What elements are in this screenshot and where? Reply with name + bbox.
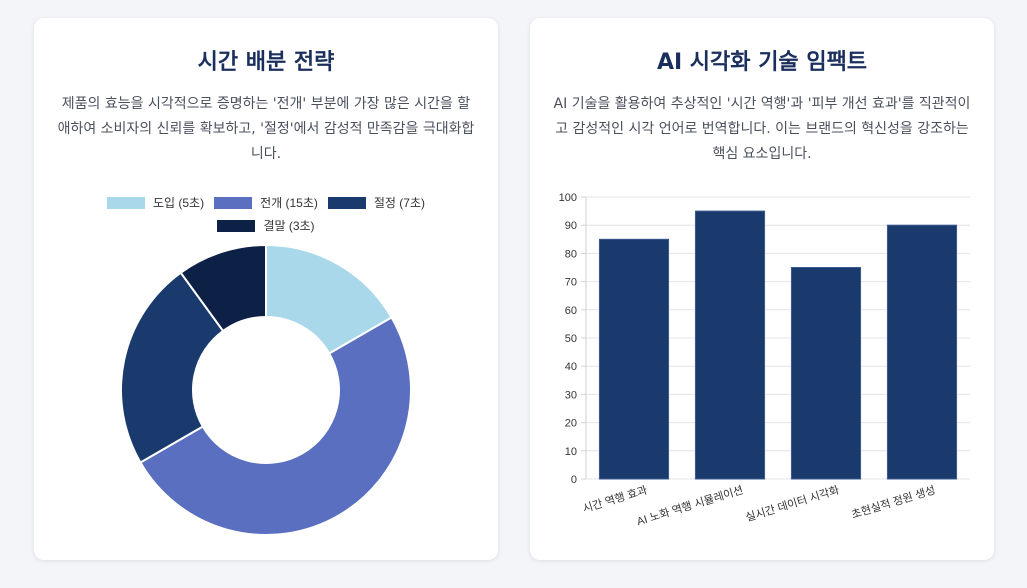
x-tick-label: 실시간 데이터 시각화 bbox=[744, 483, 841, 524]
time-allocation-card: 시간 배분 전략 제품의 효능을 시각적으로 증명하는 '전개' 부분에 가장 … bbox=[34, 18, 498, 560]
bar[interactable] bbox=[694, 210, 766, 480]
y-tick-label: 30 bbox=[565, 389, 577, 401]
time-allocation-description: 제품의 효능을 시각적으로 증명하는 '전개' 부분에 가장 많은 시간을 할애… bbox=[57, 96, 475, 162]
pie-legend: 도입 (5초) 전개 (15초) 절정 (7초) 결말 (3초) bbox=[54, 194, 478, 234]
y-tick-label: 50 bbox=[565, 333, 577, 345]
legend-swatch bbox=[327, 196, 366, 209]
donut-slice[interactable] bbox=[265, 243, 393, 355]
ai-impact-title: AI 시각화 기술 임팩트 bbox=[656, 50, 868, 75]
y-tick-label: 20 bbox=[565, 418, 577, 430]
legend-label: 도입 (5초) bbox=[152, 196, 205, 210]
legend-item[interactable]: 도입 (5초) bbox=[106, 194, 205, 211]
time-allocation-title: 시간 배분 전략 bbox=[197, 50, 335, 75]
ai-impact-description: AI 기술을 활용하여 추상적인 '시간 역행'과 '피부 개선 효과'를 직관… bbox=[553, 96, 971, 162]
legend-item[interactable]: 전개 (15초) bbox=[214, 194, 318, 211]
legend-swatch bbox=[106, 196, 145, 209]
x-tick-label: 시간 역행 효과 bbox=[581, 483, 649, 515]
legend-item[interactable]: 결말 (3초) bbox=[217, 217, 315, 234]
bar[interactable] bbox=[790, 267, 862, 480]
y-tick-label: 10 bbox=[565, 446, 577, 458]
donut-slice[interactable] bbox=[120, 271, 225, 464]
y-tick-label: 60 bbox=[565, 305, 577, 317]
bar[interactable] bbox=[598, 238, 670, 480]
y-tick-label: 90 bbox=[565, 220, 577, 232]
y-tick-label: 40 bbox=[565, 361, 577, 373]
bar[interactable] bbox=[886, 224, 958, 480]
legend-label: 절정 (7초) bbox=[373, 196, 426, 210]
legend-swatch bbox=[214, 196, 253, 209]
x-tick-label: 초현실적 정원 생성 bbox=[850, 483, 937, 521]
x-tick-label: AI 노화 역행 시뮬레이션 bbox=[635, 483, 745, 528]
donut-slice[interactable] bbox=[139, 316, 412, 536]
legend-label: 결말 (3초) bbox=[263, 219, 315, 233]
legend-swatch bbox=[217, 219, 256, 232]
ai-impact-card: AI 시각화 기술 임팩트 AI 기술을 활용하여 추상적인 '시간 역행'과 … bbox=[530, 18, 994, 560]
donut-slice[interactable] bbox=[179, 243, 267, 333]
y-tick-label: 70 bbox=[565, 277, 577, 289]
legend-label: 전개 (15초) bbox=[260, 196, 318, 210]
legend-item[interactable]: 절정 (7초) bbox=[327, 194, 426, 211]
y-tick-label: 80 bbox=[565, 248, 577, 260]
y-tick-label: 0 bbox=[571, 474, 577, 486]
y-tick-label: 100 bbox=[559, 192, 577, 204]
